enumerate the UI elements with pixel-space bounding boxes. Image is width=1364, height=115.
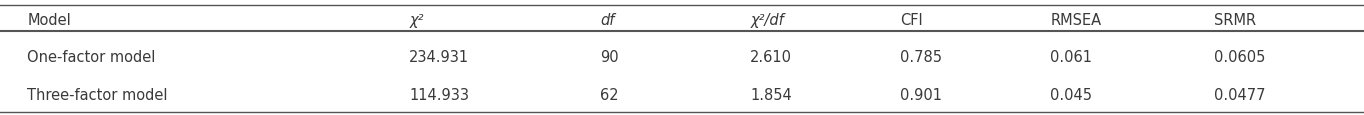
Text: CFI: CFI	[900, 13, 923, 28]
Text: df: df	[600, 13, 615, 28]
Text: χ²: χ²	[409, 13, 424, 28]
Text: 0.901: 0.901	[900, 87, 943, 102]
Text: 0.0477: 0.0477	[1214, 87, 1266, 102]
Text: Three-factor model: Three-factor model	[27, 87, 168, 102]
Text: 234.931: 234.931	[409, 50, 469, 65]
Text: One-factor model: One-factor model	[27, 50, 155, 65]
Text: 1.854: 1.854	[750, 87, 792, 102]
Text: 114.933: 114.933	[409, 87, 469, 102]
Text: Model: Model	[27, 13, 71, 28]
Text: 0.045: 0.045	[1050, 87, 1093, 102]
Text: 2.610: 2.610	[750, 50, 792, 65]
Text: χ²/df: χ²/df	[750, 13, 784, 28]
Text: 0.061: 0.061	[1050, 50, 1093, 65]
Text: SRMR: SRMR	[1214, 13, 1256, 28]
Text: 62: 62	[600, 87, 619, 102]
Text: RMSEA: RMSEA	[1050, 13, 1101, 28]
Text: 90: 90	[600, 50, 619, 65]
Text: 0.0605: 0.0605	[1214, 50, 1266, 65]
Text: 0.785: 0.785	[900, 50, 943, 65]
